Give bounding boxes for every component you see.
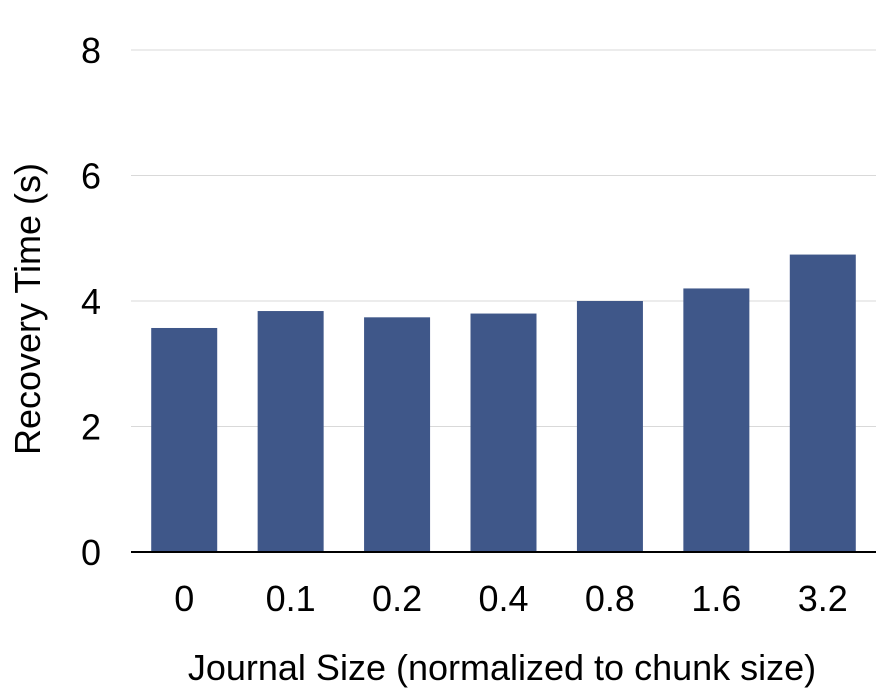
- x-axis-title: Journal Size (normalized to chunk size): [188, 647, 816, 688]
- y-tick-label: 2: [81, 407, 101, 448]
- x-tick-label: 0.4: [478, 578, 528, 619]
- bar-1.6: [683, 288, 750, 552]
- x-tick-label: 0.8: [585, 578, 635, 619]
- bar-0.2: [364, 317, 431, 552]
- bar-3.2: [789, 254, 856, 552]
- y-axis-title: Recovery Time (s): [7, 163, 48, 455]
- bars: [151, 254, 856, 552]
- y-tick-label: 6: [81, 156, 101, 197]
- x-axis-ticks: 0 0.1 0.2 0.4 0.8 1.6 3.2: [174, 578, 848, 619]
- y-tick-label: 8: [81, 30, 101, 71]
- x-tick-label: 1.6: [691, 578, 741, 619]
- bar-0.1: [257, 311, 324, 552]
- bar-0: [151, 327, 218, 552]
- y-tick-label: 4: [81, 281, 101, 322]
- y-tick-label: 0: [81, 532, 101, 573]
- y-axis-ticks: 0 2 4 6 8: [81, 30, 101, 573]
- bar-0.4: [470, 313, 537, 552]
- bar-0.8: [576, 301, 643, 552]
- x-tick-label: 0: [174, 578, 194, 619]
- x-tick-label: 0.2: [372, 578, 422, 619]
- x-tick-label: 0.1: [266, 578, 316, 619]
- x-tick-label: 3.2: [798, 578, 848, 619]
